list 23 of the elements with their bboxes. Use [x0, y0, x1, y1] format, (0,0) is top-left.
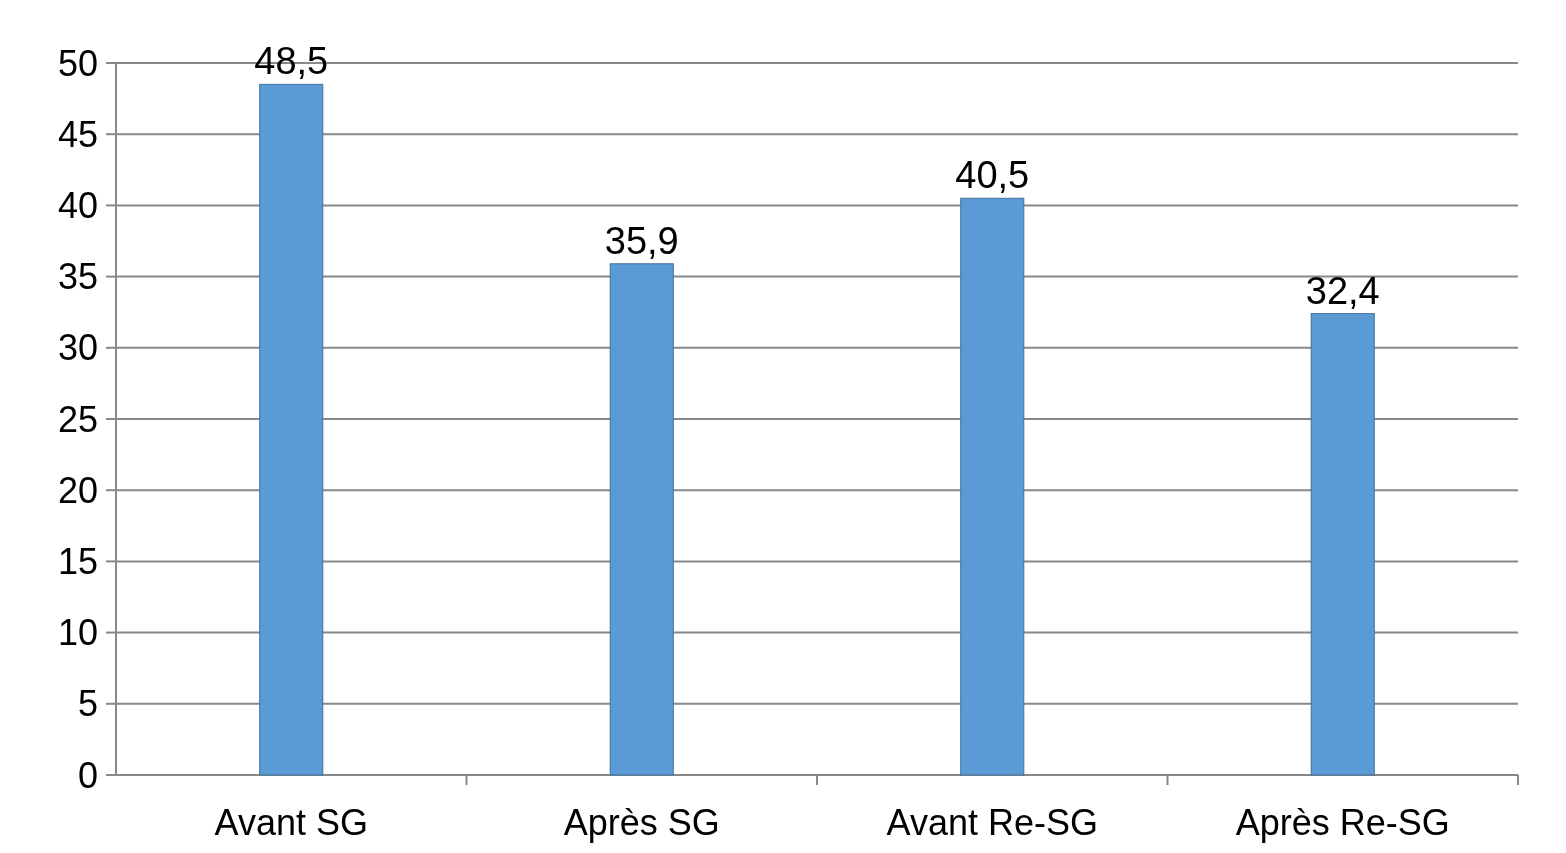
- data-label: 35,9: [604, 219, 679, 262]
- bar: [960, 197, 1025, 776]
- y-tick-label: 20: [57, 469, 98, 511]
- y-tick-label: 15: [57, 541, 98, 582]
- x-tick-label: Après Re-SG: [1235, 802, 1450, 843]
- y-tick-label: 10: [57, 612, 98, 654]
- data-label: 40,5: [955, 154, 1030, 197]
- x-tick-label: Après SG: [563, 802, 720, 843]
- y-tick-label: 0: [77, 754, 98, 796]
- bar: [1310, 313, 1375, 776]
- y-tick-label: 40: [57, 185, 98, 226]
- y-tick-label: 30: [57, 327, 98, 369]
- y-tick-label: 5: [77, 683, 98, 725]
- bar: [259, 83, 324, 776]
- y-tick-label: 35: [57, 256, 98, 298]
- data-label: 32,4: [1305, 269, 1380, 312]
- y-tick-label: 50: [57, 42, 98, 84]
- y-tick-label: 25: [57, 398, 98, 440]
- bar: [609, 263, 674, 776]
- data-label: 48,5: [254, 40, 329, 83]
- x-tick-label: Avant SG: [214, 802, 368, 843]
- y-tick-label: 45: [57, 113, 98, 155]
- x-tick-label: Avant Re-SG: [886, 802, 1098, 843]
